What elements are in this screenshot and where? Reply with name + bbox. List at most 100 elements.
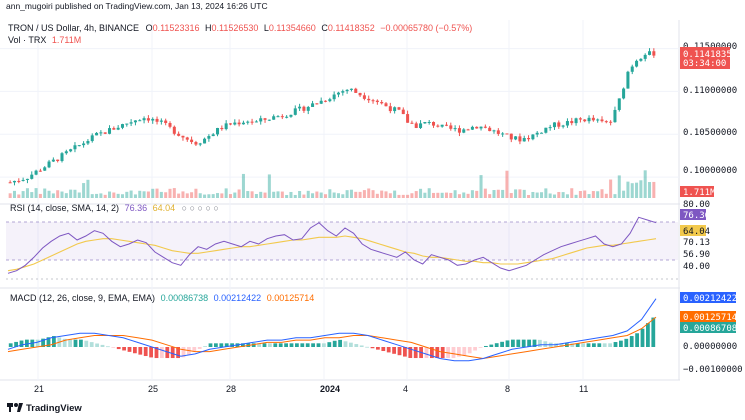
macd-badge-text: 0.00212422 (683, 294, 737, 304)
volume-bar (203, 194, 207, 198)
candle-body (496, 130, 500, 134)
candle-body (578, 118, 582, 120)
volume-bar (401, 194, 405, 198)
volume-bar (285, 194, 289, 198)
candle-body (565, 121, 569, 126)
macd-histogram-bar (46, 337, 51, 347)
volume-bar (129, 190, 133, 198)
candle-body (56, 159, 60, 162)
volume-bar (444, 192, 448, 198)
candle-body (69, 149, 73, 152)
volume-bar (43, 188, 47, 198)
volume-value: 1.711M (52, 35, 81, 45)
macd-axis-label: −0.00100000 (683, 365, 743, 375)
candle-body (220, 127, 224, 130)
candle-body (406, 114, 410, 123)
open-label: O (146, 23, 153, 33)
volume-bar (358, 191, 362, 198)
macd-histogram-bar (424, 347, 429, 359)
volume-bar (609, 179, 613, 198)
author-line: ann_mugoiri published on TradingView.com… (6, 1, 268, 11)
volume-bar (190, 192, 194, 198)
candle-body (354, 88, 358, 93)
countdown-text: 03:34:00 (683, 59, 726, 69)
candle-body (276, 116, 280, 118)
volume-bar (591, 191, 595, 198)
macd-histogram-bar (489, 344, 494, 347)
volume-bar (419, 188, 423, 198)
volume-label[interactable]: Vol · TRX (8, 35, 46, 45)
tradingview-logo[interactable]: TradingView (7, 403, 82, 414)
macd-axis: 0.00000000 −0.00100000 (683, 342, 743, 375)
volume-bar (587, 194, 591, 198)
grid (0, 20, 680, 381)
macd-histogram-bar (430, 347, 434, 359)
candle-body (285, 116, 289, 118)
rsi-axis-label: 56.90 (683, 250, 710, 260)
macd-histogram-bar (500, 341, 504, 347)
volume-badge: 1.711M (680, 186, 716, 198)
macd-histogram-bar (381, 347, 386, 352)
volume-bar (324, 194, 328, 198)
candle-body (505, 133, 509, 135)
rsi-legend-title[interactable]: RSI (14, close, SMA, 14, 2) (10, 203, 119, 213)
macd-panel[interactable] (7, 298, 657, 362)
candle-body (522, 138, 526, 142)
candle-body (483, 126, 487, 128)
candle-body (488, 127, 492, 132)
candle-body (457, 128, 461, 133)
macd-histogram-bar (165, 347, 170, 359)
volume-bar (375, 193, 379, 198)
macd-histogram-bar (19, 340, 24, 347)
histogram-badge: 0.00086708 (680, 322, 737, 334)
volume-bar (185, 193, 189, 198)
volume-bar (617, 175, 621, 198)
volume-bar (613, 194, 617, 198)
time-axis-label: 21 (34, 384, 44, 394)
volume-bar (362, 190, 366, 198)
price-panel[interactable] (8, 48, 656, 198)
volume-bar (470, 190, 474, 198)
volume-bar (427, 188, 431, 198)
candle-body (259, 118, 263, 122)
candle-body (380, 102, 384, 104)
macd-histogram-bar (457, 347, 461, 357)
macd-legend-title[interactable]: MACD (12, 26, close, 9, EMA, EMA) (10, 293, 155, 303)
volume-bar (177, 193, 181, 198)
volume-legend: Vol · TRX 1.711M (8, 35, 81, 45)
volume-bar (479, 175, 483, 198)
candles (8, 48, 656, 186)
symbol-name[interactable]: TRON / US Dollar, 4h, BINANCE (8, 23, 139, 33)
candle-body (332, 94, 336, 100)
candle-body (289, 114, 293, 117)
macd-histogram-bar (592, 343, 596, 347)
rsi-panel[interactable] (6, 216, 678, 280)
macd-histogram-bar (316, 343, 321, 347)
rsi-axis: 80.00 70.13 56.90 40.00 (683, 200, 710, 272)
macd-histogram-bar (138, 347, 143, 355)
candle-body (185, 137, 189, 140)
candle-body (112, 128, 116, 130)
macd-histogram-bar (397, 347, 402, 356)
candle-body (622, 88, 626, 99)
macd-histogram-bar (273, 343, 278, 347)
candle-body (336, 92, 340, 95)
candle-body (345, 89, 349, 92)
rsi-legend-value: 76.36 (125, 203, 148, 213)
volume-bar (263, 192, 267, 198)
candle-body (172, 126, 176, 134)
macd-histogram-bar (619, 340, 623, 347)
price-axis-label: 0.10500000 (683, 128, 737, 138)
candle-body (613, 109, 617, 123)
macd-hist-legend-value: 0.00086738 (161, 293, 209, 303)
candle-body (77, 145, 81, 147)
candle-body (168, 123, 172, 127)
volume-bar (544, 188, 548, 198)
macd-histogram-bar (95, 343, 99, 347)
volume-bar (103, 194, 107, 198)
macd-histogram-bar (343, 341, 348, 347)
candle-body (444, 124, 448, 126)
macd-histogram-bar (640, 328, 645, 347)
candle-body (552, 122, 556, 128)
